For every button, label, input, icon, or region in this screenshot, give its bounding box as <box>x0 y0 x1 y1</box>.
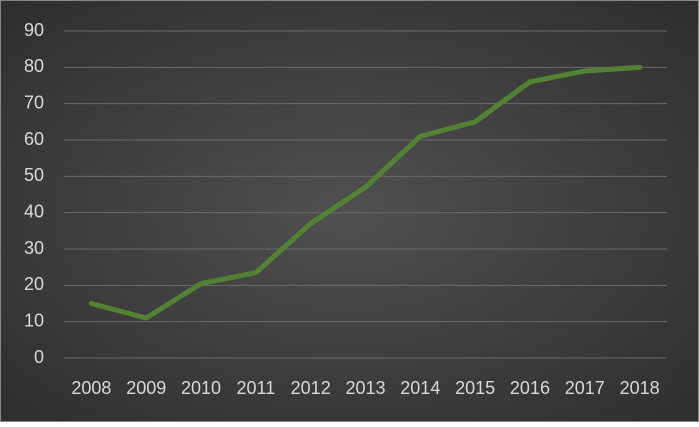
y-tick-label: 20 <box>24 274 44 294</box>
x-tick-label: 2016 <box>510 378 550 398</box>
x-tick-label: 2014 <box>400 378 440 398</box>
x-tick-label: 2015 <box>455 378 495 398</box>
y-tick-label: 70 <box>24 92 44 112</box>
y-tick-label: 60 <box>24 129 44 149</box>
y-tick-label: 40 <box>24 201 44 221</box>
x-tick-label: 2017 <box>565 378 605 398</box>
x-tick-label: 2012 <box>291 378 331 398</box>
y-tick-label: 0 <box>34 347 44 367</box>
x-tick-label: 2018 <box>620 378 660 398</box>
y-tick-label: 30 <box>24 238 44 258</box>
x-tick-label: 2011 <box>237 378 276 398</box>
y-tick-label: 50 <box>24 165 44 185</box>
x-tick-label: 2013 <box>345 378 385 398</box>
data-line <box>88 64 643 321</box>
x-tick-label: 2008 <box>71 378 111 398</box>
x-tick-label: 2009 <box>126 378 166 398</box>
x-tick-label: 2010 <box>181 378 221 398</box>
y-tick-label: 90 <box>24 20 44 40</box>
y-tick-label: 10 <box>24 310 44 330</box>
y-tick-label: 80 <box>24 56 44 76</box>
